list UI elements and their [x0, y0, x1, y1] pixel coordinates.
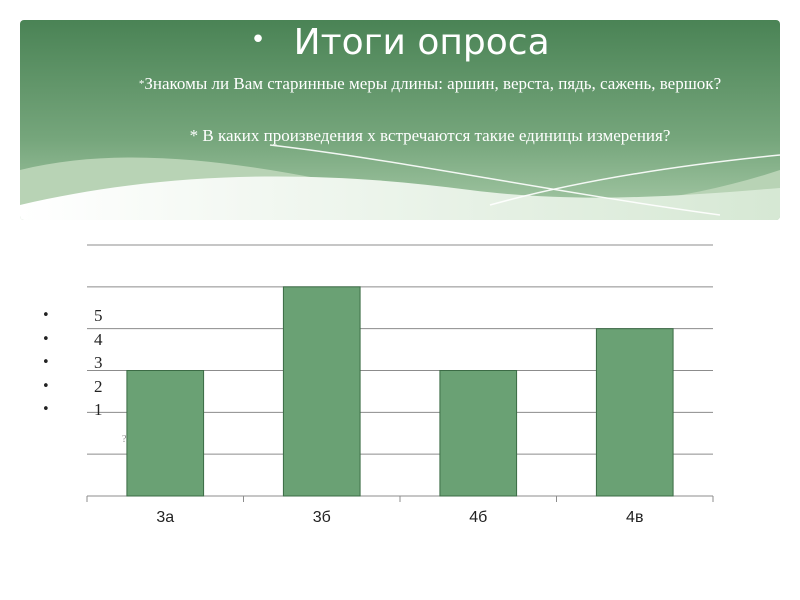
bar [595, 328, 674, 497]
list-item-value: 2 [94, 376, 103, 396]
slide-title-text: Итоги опроса [293, 22, 550, 63]
x-tick-label: 4в [626, 509, 643, 526]
title-banner [20, 20, 780, 220]
question-2: * В каких произведения х встречаются так… [189, 126, 671, 145]
list-bullet: • [42, 355, 50, 370]
list-bullet: • [42, 331, 50, 347]
list-bullet: • [42, 308, 50, 323]
list-item-value: 4 [94, 329, 103, 349]
question-1-text: Знакомы ли Вам старинные меры длины: арш… [144, 74, 722, 93]
question-1-star: * [138, 78, 145, 90]
list-item-value: 3 [94, 353, 103, 372]
slide-title: • Итоги опроса [0, 20, 800, 63]
title-bullet: • [250, 25, 266, 55]
list-item-value: 5 [94, 306, 103, 325]
list-bullet: • [42, 378, 50, 394]
banner-wave-graphic [20, 20, 780, 220]
list-item-value: 1 [94, 400, 103, 419]
list-bullet: • [42, 402, 50, 417]
x-tick-label: 4б [469, 509, 487, 526]
bar [282, 286, 361, 497]
x-tick-label: 3а [156, 509, 174, 526]
question-1: *Знакомы ли Вам старинные меры длины: ар… [100, 71, 760, 97]
x-tick-label: 3б [313, 509, 331, 526]
bar [126, 370, 205, 497]
stray-mark: ? [122, 434, 127, 445]
bar [439, 370, 518, 497]
